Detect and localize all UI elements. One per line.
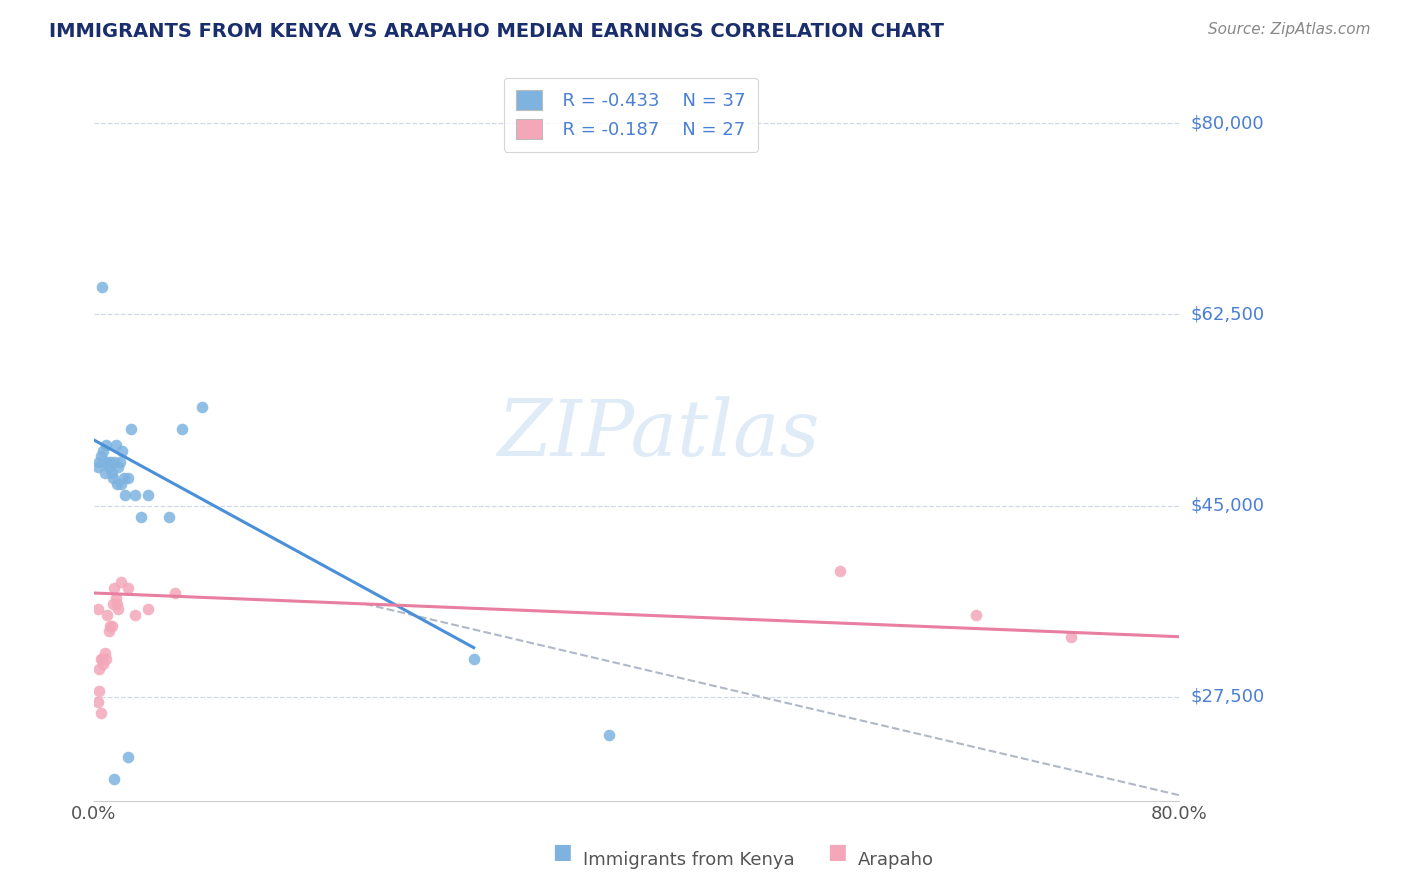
Point (828, 564, 851, 578)
Point (100, 466, 122, 480)
Point (87, 460, 110, 475)
Point (111, 444, 134, 458)
Point (87, 602, 110, 616)
Point (107, 460, 129, 475)
Point (110, 575, 132, 590)
Point (104, 438, 127, 452)
Point (117, 581, 139, 595)
Point (117, 750, 139, 764)
Point (463, 651, 485, 665)
Point (100, 619, 122, 633)
Point (114, 488, 136, 502)
Point (965, 607, 987, 622)
Point (136, 488, 159, 502)
Point (90, 450, 112, 464)
Text: ■: ■ (827, 842, 846, 862)
Point (104, 591, 127, 606)
Point (598, 728, 620, 742)
Point (89, 455, 111, 469)
Text: Source: ZipAtlas.com: Source: ZipAtlas.com (1208, 22, 1371, 37)
Point (107, 602, 129, 616)
Text: $62,500: $62,500 (1191, 305, 1264, 324)
Point (93, 657, 115, 671)
Point (97, 460, 120, 475)
Legend:   R = -0.433    N = 37,   R = -0.187    N = 27: R = -0.433 N = 37, R = -0.187 N = 27 (503, 78, 758, 152)
Text: IMMIGRANTS FROM KENYA VS ARAPAHO MEDIAN EARNINGS CORRELATION CHART: IMMIGRANTS FROM KENYA VS ARAPAHO MEDIAN … (49, 22, 945, 41)
Point (172, 422, 194, 436)
Point (120, 422, 142, 436)
Point (96, 455, 118, 469)
Point (110, 476, 132, 491)
Text: Arapaho: Arapaho (858, 851, 934, 869)
Text: Immigrants from Kenya: Immigrants from Kenya (583, 851, 796, 869)
Point (103, 455, 125, 469)
Point (87, 695, 110, 709)
Point (124, 488, 146, 502)
Point (90, 706, 112, 721)
Point (136, 602, 159, 616)
Point (97, 624, 120, 639)
Point (90, 651, 112, 665)
Point (98, 619, 121, 633)
Point (103, 581, 125, 595)
Point (103, 772, 125, 786)
Point (105, 597, 128, 611)
Text: $27,500: $27,500 (1191, 688, 1264, 706)
Point (108, 455, 131, 469)
Point (131, 509, 153, 524)
Point (91, 651, 114, 665)
Point (91, 280, 114, 294)
Point (157, 509, 180, 524)
Point (1059, 630, 1081, 644)
Point (89, 684, 111, 698)
Point (191, 401, 214, 415)
Point (165, 586, 187, 600)
Point (93, 444, 115, 458)
Point (112, 471, 135, 485)
Text: ZIPatlas: ZIPatlas (498, 396, 820, 473)
Text: $45,000: $45,000 (1191, 497, 1264, 515)
Point (96, 607, 118, 622)
Point (94, 646, 117, 660)
Point (94, 651, 117, 665)
Point (98, 455, 121, 469)
Point (94, 466, 117, 480)
Point (105, 476, 128, 491)
Text: ■: ■ (553, 842, 572, 862)
Point (89, 663, 111, 677)
Point (117, 471, 139, 485)
Text: $80,000: $80,000 (1191, 114, 1264, 132)
Point (101, 597, 124, 611)
Point (124, 607, 146, 622)
Point (101, 471, 124, 485)
Point (94, 438, 117, 452)
